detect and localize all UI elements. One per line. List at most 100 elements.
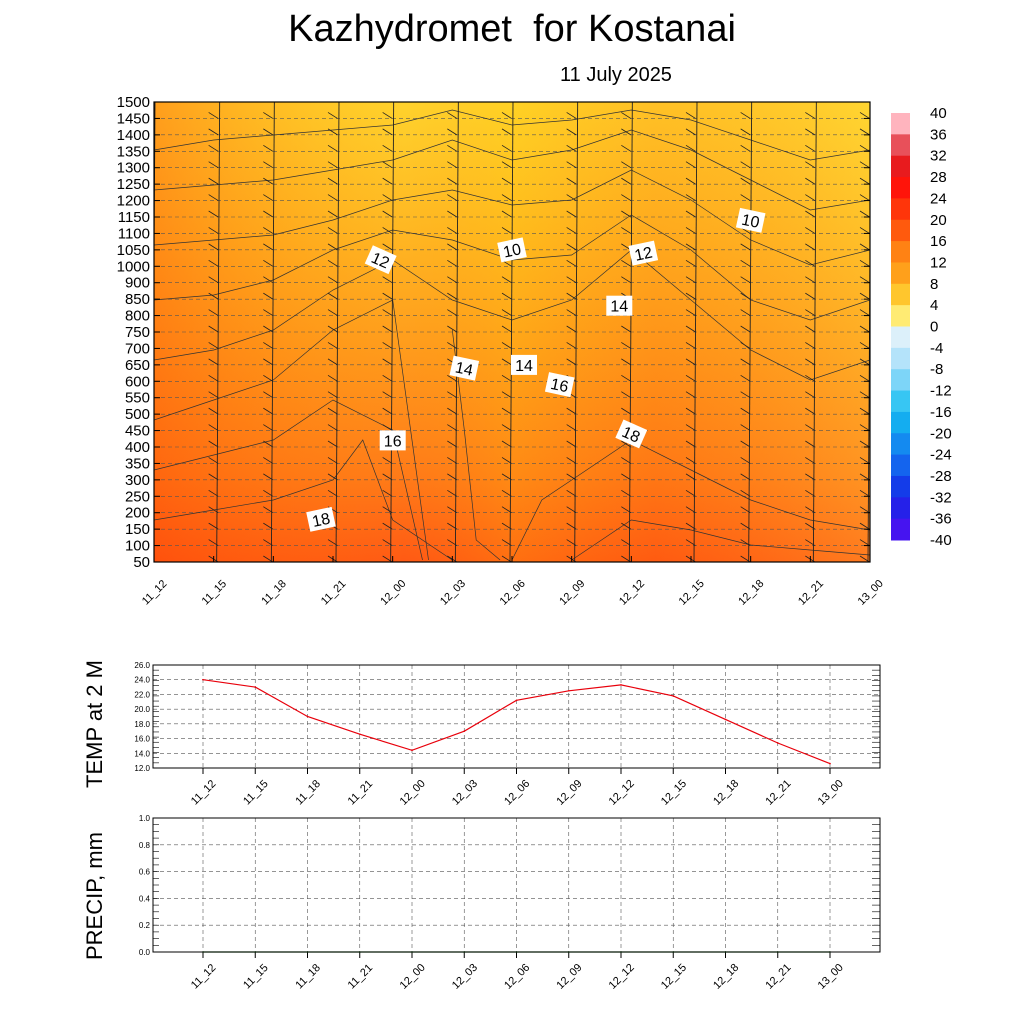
wind-barb bbox=[805, 489, 816, 497]
data-point bbox=[567, 689, 570, 692]
wind-barb bbox=[740, 555, 751, 562]
y-tick-label: 0.0 bbox=[139, 948, 151, 957]
plot-frame bbox=[152, 664, 881, 769]
wind-barb bbox=[621, 489, 632, 497]
wind-barb bbox=[501, 325, 512, 333]
y-tick-label: 850 bbox=[125, 291, 150, 308]
contour-label: 10 bbox=[740, 212, 761, 232]
wind-barb bbox=[805, 457, 816, 464]
wind-barb bbox=[868, 102, 870, 103]
colorbar-swatch bbox=[891, 347, 910, 370]
contour-label: 14 bbox=[515, 358, 533, 375]
wind-barb bbox=[621, 374, 632, 382]
wind-barb bbox=[208, 374, 219, 382]
contour-line bbox=[154, 129, 870, 211]
wind-barb bbox=[566, 358, 577, 366]
wind-barb bbox=[263, 342, 274, 349]
wind-barb bbox=[382, 473, 393, 481]
wind-barb bbox=[327, 128, 338, 136]
wind-barb bbox=[621, 177, 632, 185]
colorbar-swatch bbox=[891, 305, 910, 327]
x-tick-label: 12_15 bbox=[677, 578, 707, 608]
colorbar-label: -20 bbox=[930, 425, 952, 442]
wind-barb bbox=[447, 440, 458, 448]
precip-chart: 0.0 0.2 0.4 0.6 0.8 1.0 11_12 11_15 11_18 11_21 12… bbox=[139, 814, 881, 992]
wind-barb bbox=[208, 325, 219, 333]
wind-barb bbox=[621, 555, 632, 562]
contour-line bbox=[154, 299, 429, 561]
wind-barb bbox=[805, 325, 816, 333]
wind-barb bbox=[859, 112, 870, 119]
wind-barb bbox=[740, 259, 751, 267]
wind-barb bbox=[805, 522, 816, 530]
wind-barb bbox=[805, 391, 816, 399]
data-point bbox=[776, 742, 779, 744]
contour-label: 16 bbox=[384, 433, 402, 450]
contour-label-box bbox=[306, 506, 336, 532]
wind-barb bbox=[447, 194, 458, 201]
wind-barb bbox=[685, 522, 696, 530]
wind-barb bbox=[805, 194, 816, 201]
colorbar-swatch bbox=[891, 113, 910, 135]
wind-barb bbox=[621, 539, 632, 546]
wind-barb bbox=[859, 128, 870, 136]
x-tick-label: 12_03 bbox=[450, 778, 480, 805]
colorbar-swatch bbox=[891, 390, 910, 413]
wind-barb bbox=[447, 210, 458, 218]
data-point bbox=[829, 762, 831, 765]
contour-line bbox=[571, 519, 870, 561]
x-tick-label: 12_12 bbox=[607, 962, 637, 992]
x-tick-label: 12_21 bbox=[763, 962, 793, 992]
wind-barb bbox=[447, 243, 458, 251]
wind-barb bbox=[805, 374, 816, 382]
x-tick-label: 11_18 bbox=[293, 778, 323, 805]
colorbar-swatch bbox=[891, 326, 910, 349]
wind-barb bbox=[621, 391, 632, 399]
wind-barb bbox=[859, 424, 870, 431]
wind-barb bbox=[740, 407, 751, 415]
colorbar-swatch bbox=[891, 198, 910, 221]
wind-barb bbox=[685, 489, 696, 497]
wind-barb bbox=[740, 325, 751, 333]
wind-barb bbox=[685, 210, 696, 218]
wind-barb bbox=[447, 177, 458, 185]
wind-barb bbox=[859, 144, 870, 152]
wind-barb bbox=[859, 457, 870, 464]
wind-barb bbox=[208, 161, 219, 169]
wind-barb bbox=[575, 102, 577, 103]
wind-barb bbox=[263, 522, 274, 530]
colorbar-swatch bbox=[891, 262, 910, 285]
wind-barb bbox=[447, 424, 458, 431]
wind-barb bbox=[566, 194, 577, 201]
wind-barb bbox=[859, 391, 870, 399]
contour-label: 12 bbox=[369, 250, 392, 273]
x-tick-label: 12_18 bbox=[711, 962, 741, 992]
wind-barb bbox=[566, 325, 577, 333]
wind-barb bbox=[859, 177, 870, 185]
colorbar-label: 0 bbox=[930, 319, 938, 336]
wind-barb bbox=[263, 555, 274, 562]
y-tick-label: 1050 bbox=[117, 242, 150, 259]
data-point bbox=[358, 733, 361, 735]
wind-barb bbox=[327, 194, 338, 201]
wind-barb bbox=[859, 259, 870, 267]
wind-barb bbox=[263, 473, 274, 481]
wind-barb bbox=[501, 161, 512, 169]
wind-barb bbox=[685, 473, 696, 481]
wind-barb bbox=[501, 227, 512, 234]
wind-barb bbox=[859, 374, 870, 382]
colorbar-label: -32 bbox=[930, 489, 952, 506]
wind-barb bbox=[859, 506, 870, 514]
wind-barb bbox=[263, 391, 274, 399]
wind-barb bbox=[685, 292, 696, 300]
wind-barb bbox=[805, 424, 816, 431]
wind-barb bbox=[208, 227, 219, 234]
wind-barb bbox=[208, 112, 219, 119]
wind-barb bbox=[382, 391, 393, 399]
wind-barb bbox=[382, 489, 393, 497]
wind-barb bbox=[805, 342, 816, 349]
wind-barb bbox=[208, 473, 219, 481]
wind-barb bbox=[685, 177, 696, 185]
colorbar-swatch bbox=[891, 219, 910, 242]
wind-barb bbox=[327, 391, 338, 399]
